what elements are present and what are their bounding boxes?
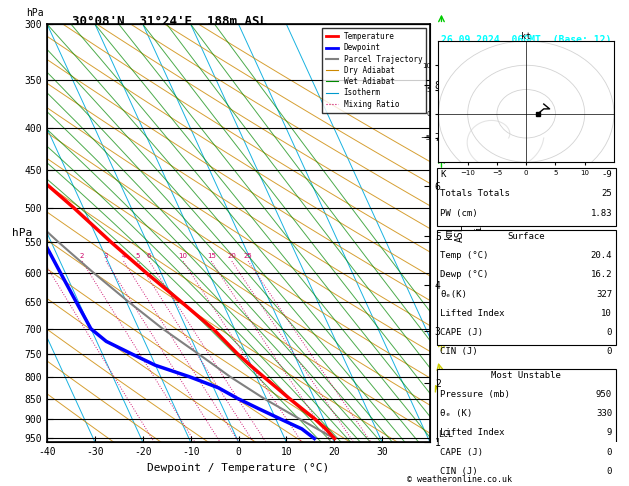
Text: CIN (J): CIN (J) [440, 467, 478, 476]
Text: Surface: Surface [508, 232, 545, 241]
Title: kt: kt [521, 32, 532, 41]
Text: 26.09.2024  06GMT  (Base: 12): 26.09.2024 06GMT (Base: 12) [441, 35, 611, 45]
Text: CAPE (J): CAPE (J) [440, 448, 483, 457]
Text: K: K [440, 170, 446, 179]
Text: CAPE (J): CAPE (J) [440, 328, 483, 337]
Bar [437, 369, 616, 469]
Bar [437, 230, 616, 345]
Text: Temp (°C): Temp (°C) [440, 251, 489, 260]
Text: Dewp (°C): Dewp (°C) [440, 271, 489, 279]
Text: 30°08'N  31°24'E  188m ASL: 30°08'N 31°24'E 188m ASL [72, 15, 267, 28]
Text: hPa: hPa [26, 8, 44, 18]
Legend: Temperature, Dewpoint, Parcel Trajectory, Dry Adiabat, Wet Adiabat, Isotherm, Mi: Temperature, Dewpoint, Parcel Trajectory… [322, 28, 426, 112]
Text: 9: 9 [607, 429, 612, 437]
Text: Mixing Ratio (g/kg): Mixing Ratio (g/kg) [476, 186, 484, 281]
Text: 10: 10 [601, 309, 612, 318]
X-axis label: Dewpoint / Temperature (°C): Dewpoint / Temperature (°C) [147, 463, 330, 473]
Text: 0: 0 [607, 328, 612, 337]
Text: 25: 25 [601, 190, 612, 198]
Bar [437, 169, 616, 226]
Text: LCL: LCL [438, 430, 453, 439]
Text: 1.83: 1.83 [591, 208, 612, 218]
Text: hPa: hPa [12, 228, 33, 238]
Text: © weatheronline.co.uk: © weatheronline.co.uk [407, 474, 511, 484]
Text: 330: 330 [596, 409, 612, 418]
Text: 0: 0 [607, 467, 612, 476]
Text: 3: 3 [104, 253, 108, 259]
Text: θₑ (K): θₑ (K) [440, 409, 472, 418]
Text: 16.2: 16.2 [591, 271, 612, 279]
Text: 10: 10 [179, 253, 187, 259]
Text: 327: 327 [596, 290, 612, 299]
Text: 950: 950 [596, 390, 612, 399]
Text: 15: 15 [207, 253, 216, 259]
Text: θₑ(K): θₑ(K) [440, 290, 467, 299]
Text: CIN (J): CIN (J) [440, 347, 478, 356]
Text: PW (cm): PW (cm) [440, 208, 478, 218]
Text: Most Unstable: Most Unstable [491, 371, 561, 380]
Text: Lifted Index: Lifted Index [440, 429, 505, 437]
Text: 20.4: 20.4 [591, 251, 612, 260]
Text: 5: 5 [135, 253, 140, 259]
Text: 25: 25 [244, 253, 252, 259]
Text: 6: 6 [147, 253, 152, 259]
Text: Lifted Index: Lifted Index [440, 309, 505, 318]
Text: -9: -9 [601, 170, 612, 179]
Text: 2: 2 [80, 253, 84, 259]
Text: 0: 0 [607, 448, 612, 457]
Y-axis label: km
ASL: km ASL [443, 225, 465, 242]
Text: Pressure (mb): Pressure (mb) [440, 390, 510, 399]
Text: 20: 20 [227, 253, 237, 259]
Text: Totals Totals: Totals Totals [440, 190, 510, 198]
Text: 0: 0 [607, 347, 612, 356]
Text: 4: 4 [121, 253, 126, 259]
